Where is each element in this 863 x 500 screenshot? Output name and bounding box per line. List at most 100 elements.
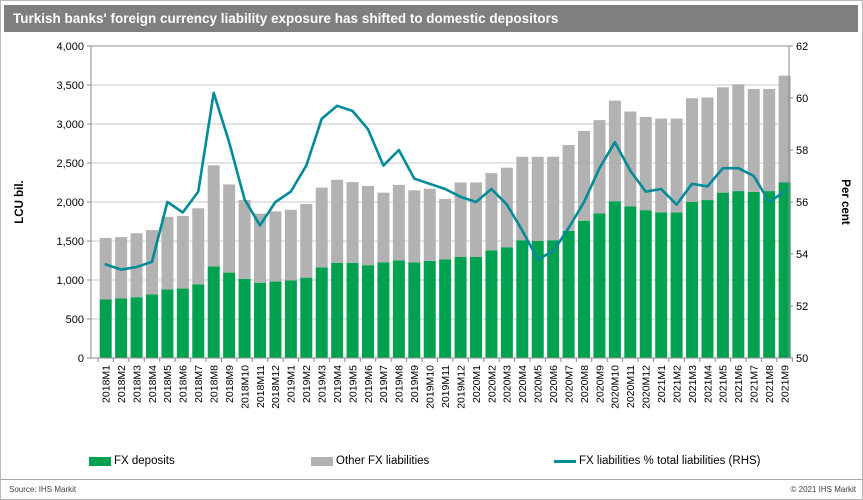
y-left-tick-label: 1,000 (56, 275, 84, 287)
legend-label-other-fx: Other FX liabilities (336, 455, 430, 467)
y-left-axis-title: LCU bil. (14, 180, 26, 223)
bar-fx-deposits-2018M1 (99, 299, 112, 358)
bar-fx-deposits-2019M7 (377, 262, 390, 358)
x-tick-label: 2019M10 (425, 365, 437, 409)
bar-other-fx-2020M1 (470, 182, 483, 257)
x-tick-label: 2018M12 (270, 365, 282, 409)
chart-footer: Source: IHS Markit © 2021 IHS Markit (1, 479, 862, 499)
bar-other-fx-2019M5 (346, 182, 359, 263)
y-right-tick-label: 60 (796, 93, 808, 105)
y-right-tick-label: 58 (796, 145, 808, 157)
y-right-tick-label: 52 (796, 301, 808, 313)
x-tick-label: 2021M6 (733, 365, 745, 403)
combo-chart: 0 500 1,000 1,500 2,000 2,500 3,000 3,500 4,000 5… (14, 41, 851, 409)
bar-fx-deposits-2018M8 (207, 266, 220, 358)
x-tick-label: 2020M4 (517, 365, 529, 403)
x-tick-label: 2020M7 (563, 365, 575, 403)
bar-fx-deposits-2020M7 (562, 230, 575, 358)
x-tick-label: 2021M4 (702, 365, 714, 403)
bar-fx-deposits-2020M9 (593, 213, 606, 358)
bar-other-fx-2019M3 (315, 187, 328, 268)
source-note: Source: IHS Markit (9, 485, 77, 494)
x-tick-label: 2018M8 (209, 365, 221, 403)
x-tick-label: 2020M3 (502, 365, 514, 403)
bar-fx-deposits-2019M5 (346, 262, 359, 358)
bar-fx-deposits-2021M6 (732, 191, 745, 358)
bar-other-fx-2018M6 (176, 216, 189, 289)
bar-fx-deposits-2020M1 (470, 256, 483, 358)
bar-fx-deposits-2019M3 (315, 267, 328, 358)
bar-other-fx-2021M2 (670, 118, 683, 213)
pct-line-swatch (554, 459, 576, 463)
bar-fx-deposits-2021M5 (716, 192, 729, 358)
legend-label-pct-line: FX liabilities % total liabilities (RHS) (579, 455, 761, 467)
bar-other-fx-2020M7 (562, 145, 575, 231)
bar-other-fx-2020M6 (547, 156, 560, 241)
x-tick-label: 2020M6 (548, 365, 560, 403)
y-left-tick-label: 500 (66, 314, 84, 326)
y-left-tick-label: 4,000 (56, 41, 84, 53)
legend-item-fx-deposits: FX deposits (89, 450, 175, 472)
y-left-tick-label: 3,500 (56, 80, 84, 92)
bar-other-fx-2021M8 (763, 88, 776, 192)
bar-fx-deposits-2021M9 (778, 182, 791, 358)
legend-item-other-fx: Other FX liabilities (311, 450, 429, 472)
bar-fx-deposits-2018M3 (130, 297, 143, 358)
x-tick-label: 2020M12 (641, 365, 653, 409)
bar-other-fx-2018M8 (207, 165, 220, 267)
bar-fx-deposits-2019M6 (362, 265, 375, 358)
bar-other-fx-2021M6 (732, 84, 745, 192)
bar-fx-deposits-2021M2 (670, 212, 683, 358)
x-tick-label: 2019M9 (409, 365, 421, 403)
bar-other-fx-2018M12 (269, 211, 282, 282)
bar-other-fx-2021M1 (655, 118, 668, 213)
bar-fx-deposits-2019M1 (284, 280, 297, 358)
bar-fx-deposits-2020M3 (500, 247, 513, 358)
bar-other-fx-2018M7 (192, 208, 205, 285)
x-tick-label: 2018M7 (193, 365, 205, 403)
bar-fx-deposits-2020M2 (485, 250, 498, 358)
bar-other-fx-2021M5 (716, 87, 729, 193)
bar-other-fx-2019M8 (392, 184, 405, 261)
x-tick-label: 2021M1 (656, 365, 668, 403)
bar-fx-deposits-2018M2 (115, 298, 128, 358)
bar-other-fx-2018M3 (130, 233, 143, 298)
x-tick-label: 2021M2 (671, 365, 683, 403)
x-tick-label: 2018M6 (178, 365, 190, 403)
bar-fx-deposits-2020M4 (516, 240, 529, 358)
bar-other-fx-2021M9 (778, 75, 791, 183)
bar-other-fx-2020M2 (485, 173, 498, 251)
bar-fx-deposits-2018M9 (223, 272, 236, 358)
bar-other-fx-2018M1 (99, 237, 112, 300)
fx-deposits-swatch (89, 456, 111, 466)
x-tick-label: 2018M1 (101, 365, 113, 403)
bar-fx-deposits-2021M7 (747, 191, 760, 358)
y-right-tick-label: 62 (796, 41, 808, 53)
x-tick-label: 2018M5 (162, 365, 174, 403)
bar-fx-deposits-2020M11 (624, 206, 637, 358)
bar-other-fx-2018M5 (161, 216, 174, 290)
x-tick-label: 2020M9 (594, 365, 606, 403)
bar-other-fx-2018M11 (254, 213, 266, 283)
x-tick-label: 2020M1 (471, 365, 483, 403)
bar-fx-deposits-2018M7 (192, 284, 205, 358)
x-tick-label: 2021M3 (687, 365, 699, 403)
pct-line (104, 91, 786, 271)
bar-fx-deposits-2020M12 (639, 210, 652, 358)
x-tick-label: 2019M11 (440, 365, 452, 408)
x-tick-label: 2019M5 (347, 365, 359, 403)
bar-fx-deposits-2018M11 (254, 282, 266, 358)
bar-fx-deposits-2018M4 (145, 294, 158, 358)
bar-other-fx-2020M12 (639, 116, 652, 211)
x-tick-label: 2021M8 (764, 365, 776, 403)
y-right-tick-label: 56 (796, 197, 808, 209)
bar-fx-deposits-2021M1 (655, 212, 668, 358)
bar-other-fx-2021M7 (747, 88, 760, 192)
x-tick-label: 2018M10 (239, 365, 251, 409)
bar-fx-deposits-2018M6 (176, 288, 189, 358)
bar-fx-deposits-2020M5 (531, 241, 544, 358)
x-tick-label: 2019M12 (455, 365, 467, 409)
x-tick-label: 2018M9 (224, 365, 236, 403)
x-tick-label: 2021M5 (718, 365, 730, 403)
bar-other-fx-2021M3 (686, 98, 699, 202)
